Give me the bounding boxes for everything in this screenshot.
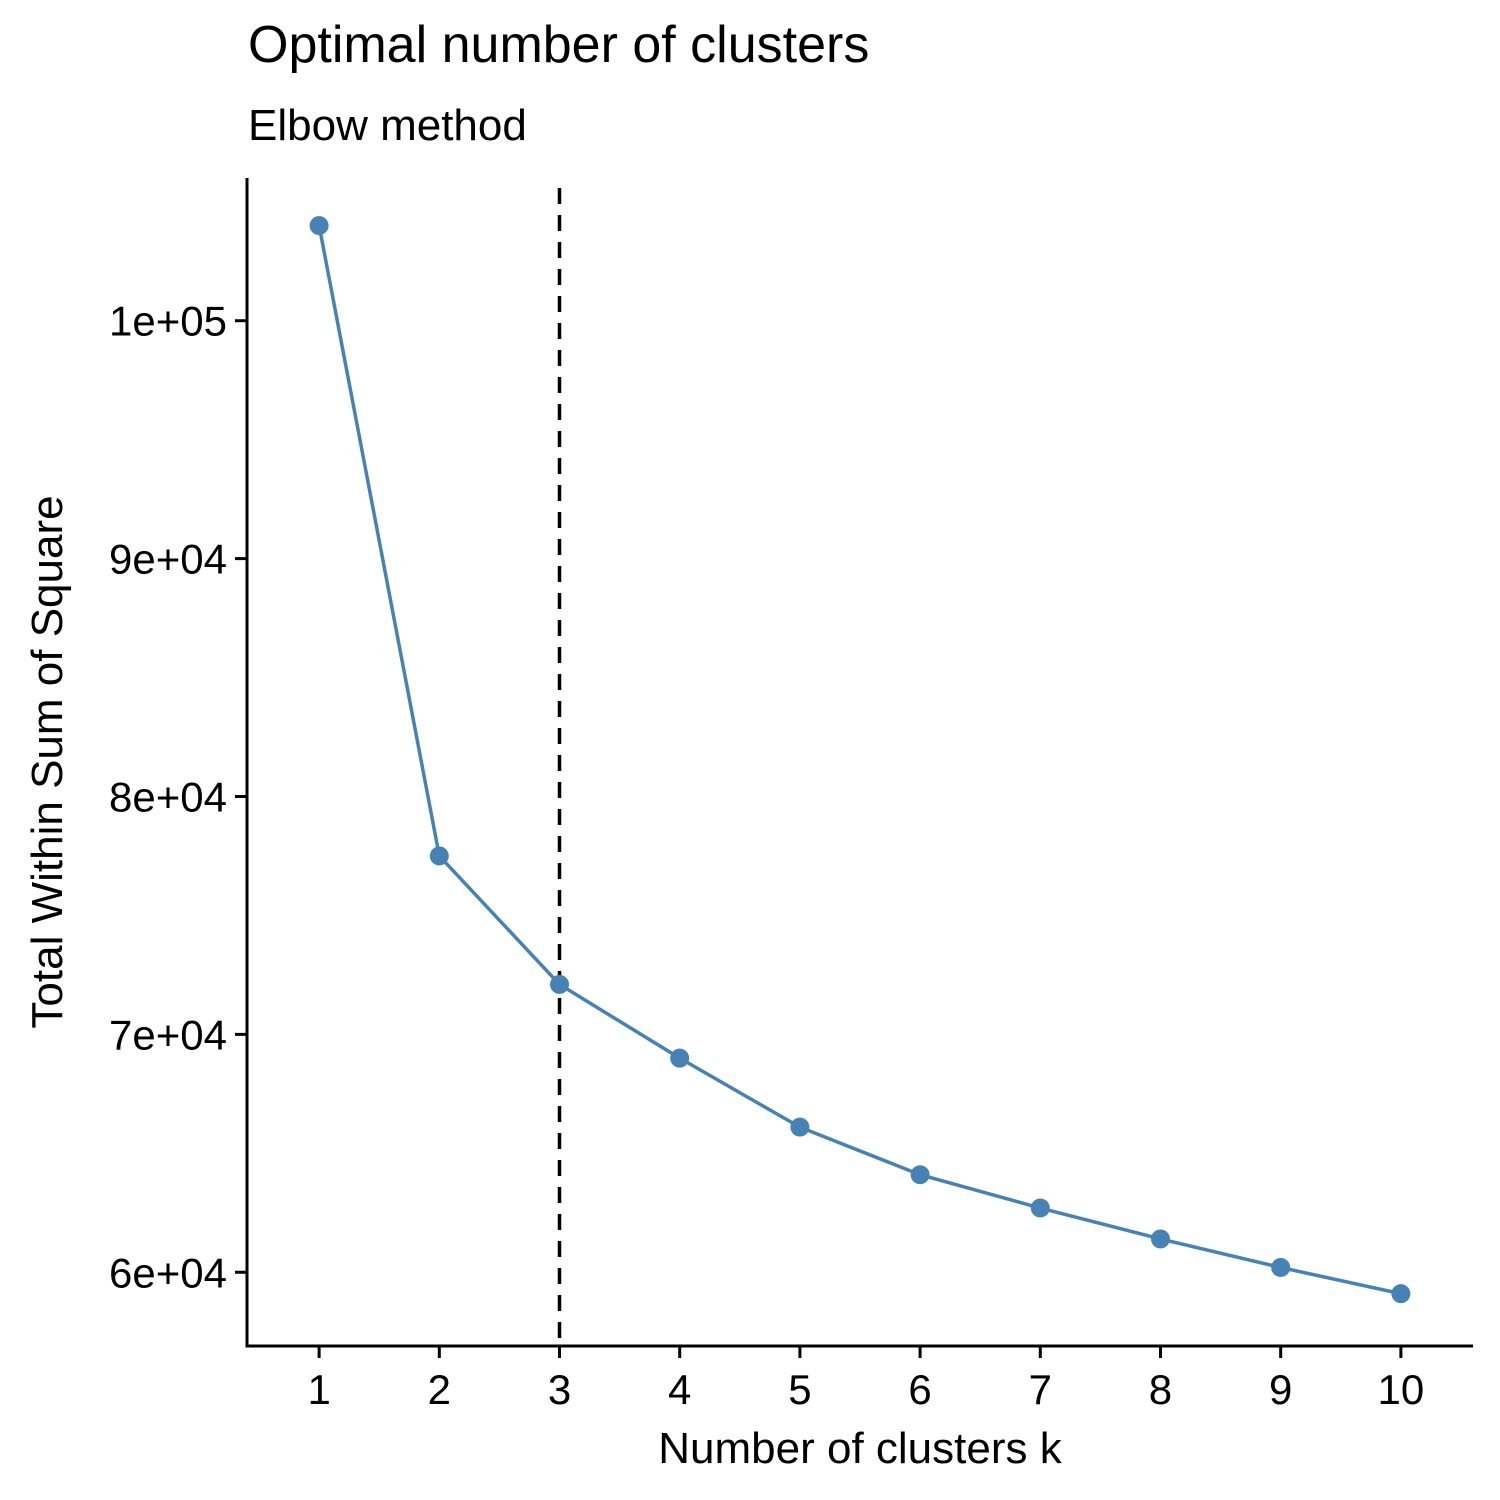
x-tick-label: 7 bbox=[1029, 1366, 1052, 1413]
x-tick-label: 10 bbox=[1378, 1366, 1425, 1413]
series-line bbox=[317, 225, 1402, 1296]
x-tick-label: 6 bbox=[908, 1366, 931, 1413]
data-point-k8 bbox=[1150, 1229, 1170, 1249]
chart-title: Optimal number of clusters bbox=[248, 16, 870, 74]
x-tick-label: 4 bbox=[668, 1366, 691, 1413]
data-point-k9 bbox=[1271, 1257, 1291, 1277]
data-point-k5 bbox=[790, 1117, 810, 1137]
x-tick-label: 9 bbox=[1269, 1366, 1292, 1413]
data-point-k4 bbox=[670, 1048, 690, 1068]
data-point-k10 bbox=[1391, 1284, 1411, 1304]
y-tick-label: 9e+04 bbox=[109, 536, 227, 583]
x-tick-label: 5 bbox=[788, 1366, 811, 1413]
x-tick-label: 2 bbox=[428, 1366, 451, 1413]
data-point-k3 bbox=[550, 974, 570, 994]
y-ticks-group: 6e+04 7e+04 8e+04 9e+04 1e+05 bbox=[109, 298, 247, 1296]
x-tick-label: 3 bbox=[548, 1366, 571, 1413]
data-point-k1 bbox=[309, 216, 329, 236]
data-point-k2 bbox=[429, 846, 449, 866]
x-axis-title: Number of clusters k bbox=[658, 1424, 1062, 1473]
data-point-k7 bbox=[1030, 1198, 1050, 1218]
y-axis-title: Total Within Sum of Square bbox=[23, 495, 72, 1028]
x-ticks-group: 1 2 3 4 5 6 7 8 9 10 bbox=[307, 1346, 1424, 1413]
chart-subtitle: Elbow method bbox=[248, 101, 527, 150]
y-tick-label: 6e+04 bbox=[109, 1249, 227, 1296]
series-group bbox=[309, 216, 1411, 1304]
x-tick-label: 8 bbox=[1149, 1366, 1172, 1413]
x-tick-label: 1 bbox=[307, 1366, 330, 1413]
axes-group bbox=[245, 178, 1473, 1348]
y-tick-label: 8e+04 bbox=[109, 773, 227, 820]
y-tick-label: 1e+05 bbox=[109, 298, 227, 345]
data-point-k6 bbox=[910, 1165, 930, 1185]
y-tick-label: 7e+04 bbox=[109, 1011, 227, 1058]
